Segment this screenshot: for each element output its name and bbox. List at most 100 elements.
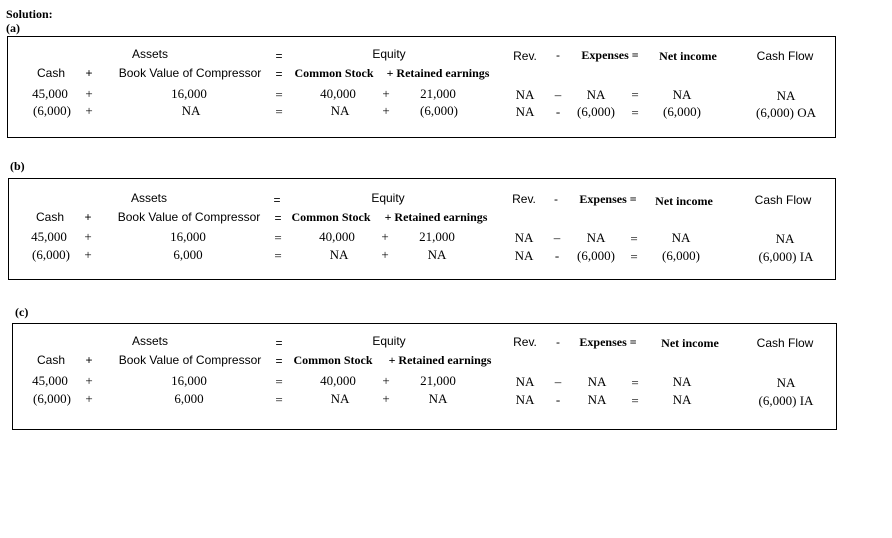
panel-b-equals-sign-2: = [274, 211, 282, 225]
panel-c-row1-plus: + [85, 373, 93, 388]
panel-c [12, 323, 837, 430]
panel-c-cash-flow-header: Cash Flow [756, 336, 814, 350]
panel-b-cash-flow-header: Cash Flow [754, 193, 812, 207]
panel-b-row1-equals: = [274, 230, 282, 245]
panel-b [8, 178, 836, 280]
panel-a-row2-expenses: (6,000) [577, 104, 615, 119]
panel-c-equity-header: Equity [372, 334, 406, 348]
panel-a-row2-stock: NA [330, 103, 350, 118]
panel-c-row2-equals: = [275, 392, 283, 407]
panel-b-row2-book: 6,000 [173, 247, 203, 262]
panel-b-row2-rev: NA [514, 248, 534, 263]
panel-a-row2-rev: NA [515, 104, 535, 119]
panel-b-row2-equals: = [274, 248, 282, 263]
panel-c-assets-header: Assets [131, 334, 169, 348]
solution-heading: Solution: [6, 7, 53, 21]
panel-a-row1-stock: 40,000 [320, 86, 356, 101]
panel-c-row2-minus: - [555, 392, 561, 407]
panel-b-row1-book: 16,000 [170, 229, 206, 244]
panel-a-equals-sign-2: = [275, 67, 283, 81]
panel-c-expenses-header: Expenses = [579, 335, 637, 349]
panel-c-book-value-header: Book Value of Compressor [118, 353, 262, 367]
panel-a-rev-header: Rev. [513, 49, 537, 63]
panel-a-equals-sign: = [275, 49, 283, 63]
panel-a-plus-sign: + [85, 66, 93, 80]
panel-b-expenses-header: Expenses = [579, 192, 637, 206]
panel-a-cash-header: Cash [36, 66, 66, 80]
panel-c-row2-stock: NA [330, 391, 350, 406]
panel-a-book-value-header: Book Value of Compressor [118, 66, 262, 80]
panel-c-row2-book: 6,000 [174, 391, 204, 406]
panel-c-row2-flow: (6,000) IA [758, 393, 814, 408]
panel-a-label: (a) [6, 21, 20, 35]
panel-b-net-income-header: Net income [655, 194, 713, 208]
panel-c-row1-equals: = [275, 374, 283, 389]
panel-b-row1-retained: 21,000 [419, 229, 455, 244]
panel-a-row1-rev: NA [515, 87, 535, 102]
panel-b-cash-header: Cash [35, 210, 65, 224]
panel-a-assets-header: Assets [131, 47, 169, 61]
panel-c-row1-equals2: = [631, 375, 639, 390]
panel-b-row1-minus: – [553, 230, 561, 245]
panel-b-row1-plus: + [84, 229, 92, 244]
panel-c-plus-sign: + [85, 353, 93, 367]
panel-c-row1-net: NA [672, 374, 692, 389]
panel-c-row1-flow: NA [776, 375, 796, 390]
panel-a-common-stock-header: Common Stock [294, 66, 374, 80]
panel-a-row1-minus: – [554, 87, 562, 102]
panel-b-book-value-header: Book Value of Compressor [117, 210, 261, 224]
panel-c-row1-stock: 40,000 [320, 373, 356, 388]
panel-b-row2-stock: NA [329, 247, 349, 262]
panel-b-row2-flow: (6,000) IA [758, 249, 814, 264]
panel-c-row2-expenses: NA [587, 392, 607, 407]
panel-c-row1-retained: 21,000 [420, 373, 456, 388]
panel-a-row1-flow: NA [776, 88, 796, 103]
panel-b-row2-plus: + [84, 247, 92, 262]
panel-a-net-income-header: Net income [659, 49, 717, 63]
panel-c-equals-sign-2: = [275, 354, 283, 368]
panel-a-row2-net: (6,000) [663, 104, 701, 119]
panel-a-row2-plus: + [85, 103, 93, 118]
panel-c-row1-expenses: NA [587, 374, 607, 389]
panel-a-row2-book: NA [181, 103, 201, 118]
panel-b-row2-expenses: (6,000) [577, 248, 615, 263]
panel-b-row1-expenses: NA [586, 230, 606, 245]
panel-a-row2-equals: = [275, 104, 283, 119]
panel-c-row2-equals2: = [631, 393, 639, 408]
panel-c-row1-rev: NA [515, 374, 535, 389]
panel-b-label: (b) [10, 159, 25, 173]
panel-a-row1-equals: = [275, 87, 283, 102]
panel-c-net-income-header: Net income [661, 336, 719, 350]
panel-c-row1-minus: – [554, 374, 562, 389]
panel-a-row2-flow: (6,000) OA [756, 105, 816, 120]
panel-b-row1-cash: 45,000 [31, 229, 67, 244]
panel-b-assets-header: Assets [130, 191, 168, 205]
panel-b-common-stock-header: Common Stock [291, 210, 371, 224]
panel-a-minus-sign: - [556, 48, 560, 62]
panel-a-row2-plus2: + [382, 103, 390, 118]
panel-c-rev-header: Rev. [513, 335, 537, 349]
panel-a-retained-earnings-header: + Retained earnings [386, 66, 490, 80]
panel-b-row2-equals2: = [630, 249, 638, 264]
panel-c-common-stock-header: Common Stock [293, 353, 373, 367]
panel-c-retained-earnings-header: + Retained earnings [388, 353, 492, 367]
panel-b-row1-plus2: + [381, 229, 389, 244]
panel-b-row1-stock: 40,000 [319, 229, 355, 244]
panel-c-row1-cash: 45,000 [32, 373, 68, 388]
panel-b-equals-sign: = [273, 193, 281, 207]
panel-c-row2-rev: NA [515, 392, 535, 407]
panel-a-row1-plus2: + [382, 86, 390, 101]
panel-c-row2-plus2: + [382, 391, 390, 406]
panel-c-minus-sign: - [556, 335, 560, 349]
panel-a-row1-equals2: = [631, 87, 639, 102]
panel-a-row1-plus: + [85, 86, 93, 101]
panel-c-equals-sign: = [275, 336, 283, 350]
panel-a-row2-equals2: = [631, 105, 639, 120]
panel-c-row2-retained: NA [428, 391, 448, 406]
panel-c-row1-plus2: + [382, 373, 390, 388]
panel-b-plus-sign: + [84, 210, 92, 224]
panel-b-row1-net: NA [671, 230, 691, 245]
panel-a-row1-net: NA [672, 87, 692, 102]
panel-c-row2-plus: + [85, 391, 93, 406]
panel-b-minus-sign: - [554, 192, 558, 206]
